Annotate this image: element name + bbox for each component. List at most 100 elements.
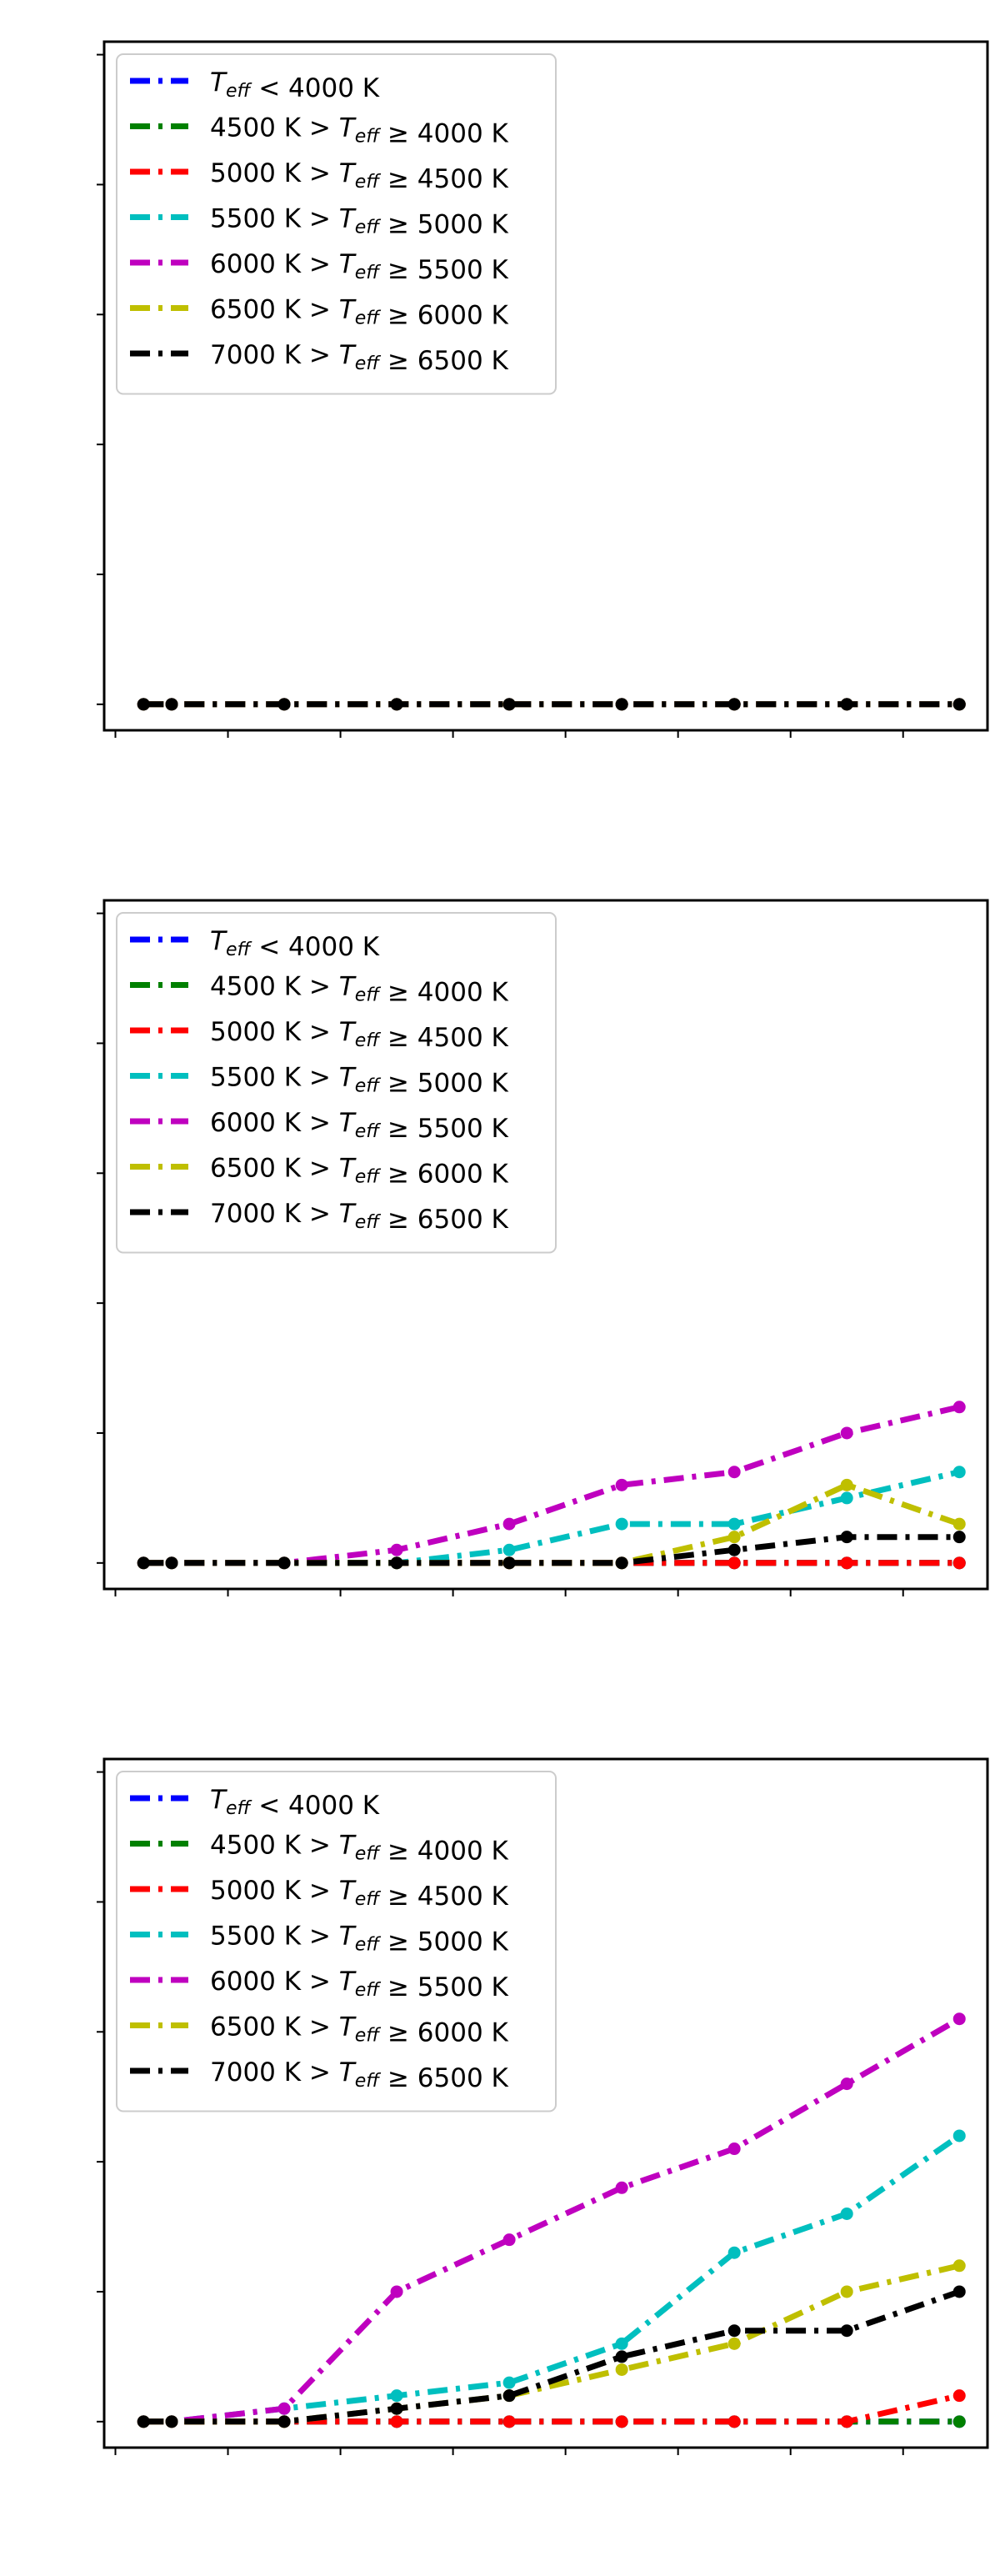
legend-entry-label: 6500 K > Teff ≥ 6000 K [210,2012,509,2048]
data-point [615,1478,628,1491]
data-point [165,698,178,711]
legend-entry-label: 5000 K > Teff ≥ 4500 K [210,158,509,194]
data-point [840,1556,853,1570]
data-point [390,1543,403,1556]
data-point [840,1491,853,1505]
chart-svg-5: Teff < 4000 K 4500 K > Teff ≥ 4000 K 5000 … [97,899,989,1596]
data-point [728,1556,741,1570]
legend-entry-label: 7000 K > Teff ≥ 6500 K [210,2057,509,2093]
data-point [165,1556,178,1570]
data-point [840,2324,853,2338]
data-point [840,2415,853,2428]
data-point [615,1517,628,1531]
series-line [143,2263,960,2425]
data-point [615,2350,628,2363]
data-point [502,2376,516,2389]
data-point [728,2246,741,2259]
axes-frame [102,899,989,1591]
data-point [502,2233,516,2247]
legend-box [116,912,557,1254]
data-point [840,1478,853,1491]
data-point [502,1556,516,1570]
data-point [165,2415,178,2428]
data-point [952,2389,966,2403]
legend: Teff < 4000 K 4500 K > Teff ≥ 4000 K 5000 … [116,1771,557,2112]
legend-box [116,1771,557,2112]
data-point [137,2415,150,2428]
legend-entry-label: Teff < 4000 K [210,1785,380,1821]
series-line [143,1481,961,1566]
data-point [952,2012,966,2026]
chart-panel-10-orbits: Teff < 4000 K 4500 K > Teff ≥ 4000 K 5000 … [0,1717,1000,2576]
legend: Teff < 4000 K 4500 K > Teff ≥ 4000 K 5000 … [116,53,557,395]
chart-svg-1: Teff < 4000 K 4500 K > Teff ≥ 4000 K 5000 … [97,40,989,738]
data-point [952,2415,966,2428]
data-point [728,698,741,711]
data-point [952,1531,966,1544]
data-point [502,2415,516,2428]
data-point [390,2285,403,2298]
data-point [728,2324,741,2338]
data-point [615,698,628,711]
data-point [278,1556,291,1570]
data-point [502,2389,516,2403]
data-point [952,1517,966,1531]
series-line [143,1534,960,1566]
data-point [278,698,291,711]
axes-frame [102,1757,989,2449]
data-point [502,1517,516,1531]
data-point [952,2285,966,2298]
data-point [390,2389,403,2403]
legend-entry-label: 6500 K > Teff ≥ 6000 K [210,295,509,331]
legend-entry-label: 6000 K > Teff ≥ 5500 K [210,249,509,285]
legend-entry-label: 6500 K > Teff ≥ 6000 K [210,1154,509,1190]
data-point [728,1543,741,1556]
data-point [278,2402,291,2415]
data-point [390,2402,403,2415]
legend-entry-label: 4500 K > Teff ≥ 4000 K [210,972,509,1008]
data-point [728,1531,741,1544]
legend-entry-label: 6000 K > Teff ≥ 5500 K [210,1108,509,1144]
legend-entry-label: 5500 K > Teff ≥ 5000 K [210,1922,509,1957]
legend-entry-label: 6000 K > Teff ≥ 5500 K [210,1967,509,2002]
data-point [728,1517,741,1531]
legend-entry-label: 5000 K > Teff ≥ 4500 K [210,1876,509,1912]
data-point [840,698,853,711]
data-point [952,698,966,711]
data-point [137,698,150,711]
data-point [952,2259,966,2273]
data-point [615,2363,628,2376]
data-point [615,2415,628,2428]
data-point [390,698,403,711]
data-point [840,2285,853,2298]
data-point [952,1401,966,1414]
data-point [728,2337,741,2350]
series-line [143,2288,961,2425]
data-point [615,1556,628,1570]
data-point [952,1556,966,1570]
legend-entry-label: 7000 K > Teff ≥ 6500 K [210,340,509,376]
plot-area [137,2012,966,2428]
legend-entry-label: 5000 K > Teff ≥ 4500 K [210,1017,509,1053]
plot-area [137,1401,966,1570]
legend-entry-label: 5500 K > Teff ≥ 5000 K [210,1063,509,1099]
data-point [728,2142,741,2156]
data-point [840,2077,853,2091]
legend-entry-label: Teff < 4000 K [210,926,380,962]
data-point [278,2415,291,2428]
data-point [615,2337,628,2350]
data-point [728,2415,741,2428]
legend: Teff < 4000 K 4500 K > Teff ≥ 4000 K 5000 … [116,912,557,1254]
legend-entry-label: 4500 K > Teff ≥ 4000 K [210,1831,509,1867]
legend-entry-label: 4500 K > Teff ≥ 4000 K [210,113,509,149]
data-point [840,1531,853,1544]
chart-panel-1-orbit: Teff < 4000 K 4500 K > Teff ≥ 4000 K 5000 … [0,0,1000,859]
data-point [615,2181,628,2194]
legend-entry-label: 5500 K > Teff ≥ 5000 K [210,204,509,240]
data-point [840,2207,853,2220]
series-line [143,1469,960,1566]
chart-svg-10: Teff < 4000 K 4500 K > Teff ≥ 4000 K 5000 … [97,1757,989,2455]
data-point [502,1543,516,1556]
data-point [952,1466,966,1479]
data-point [728,1466,741,1479]
